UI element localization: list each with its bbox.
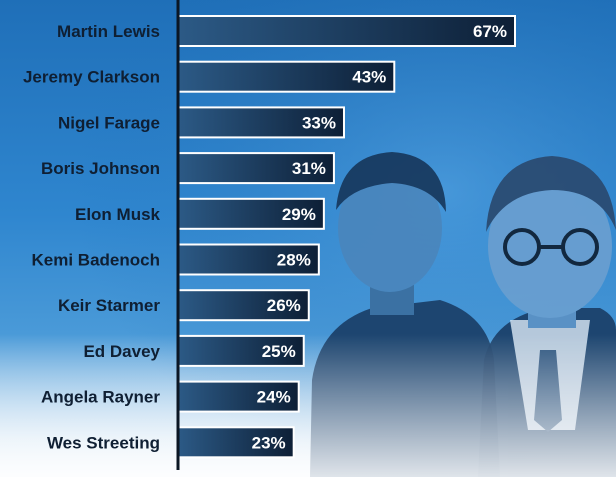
value-label: 24% bbox=[257, 388, 291, 407]
category-label: Martin Lewis bbox=[57, 22, 160, 41]
value-label: 67% bbox=[473, 22, 507, 41]
value-label: 25% bbox=[262, 342, 296, 361]
value-label: 29% bbox=[282, 205, 316, 224]
category-label: Jeremy Clarkson bbox=[23, 68, 160, 87]
value-label: 43% bbox=[352, 68, 386, 87]
value-label: 28% bbox=[277, 251, 311, 270]
category-label: Keir Starmer bbox=[58, 296, 160, 315]
bar bbox=[177, 15, 516, 47]
category-label: Wes Streeting bbox=[47, 433, 160, 452]
bars-group bbox=[177, 15, 516, 459]
category-label: Elon Musk bbox=[75, 205, 161, 224]
category-labels: Martin Lewis Jeremy Clarkson Nigel Farage B… bbox=[23, 22, 161, 452]
bar bbox=[177, 380, 300, 413]
bar bbox=[177, 197, 325, 230]
bar bbox=[177, 426, 295, 459]
value-labels: 67% 43% 33% 31% 29% 28% 26% 25% 24% 23% bbox=[252, 22, 507, 452]
category-label: Ed Davey bbox=[83, 342, 160, 361]
value-label: 23% bbox=[252, 433, 286, 452]
category-label: Nigel Farage bbox=[58, 113, 160, 132]
category-label: Boris Johnson bbox=[41, 159, 160, 178]
category-label: Kemi Badenoch bbox=[32, 251, 160, 270]
value-label: 33% bbox=[302, 113, 336, 132]
value-label: 31% bbox=[292, 159, 326, 178]
bar bbox=[177, 152, 335, 185]
value-label: 26% bbox=[267, 296, 301, 315]
category-label: Angela Rayner bbox=[41, 388, 160, 407]
bar bbox=[177, 243, 320, 276]
